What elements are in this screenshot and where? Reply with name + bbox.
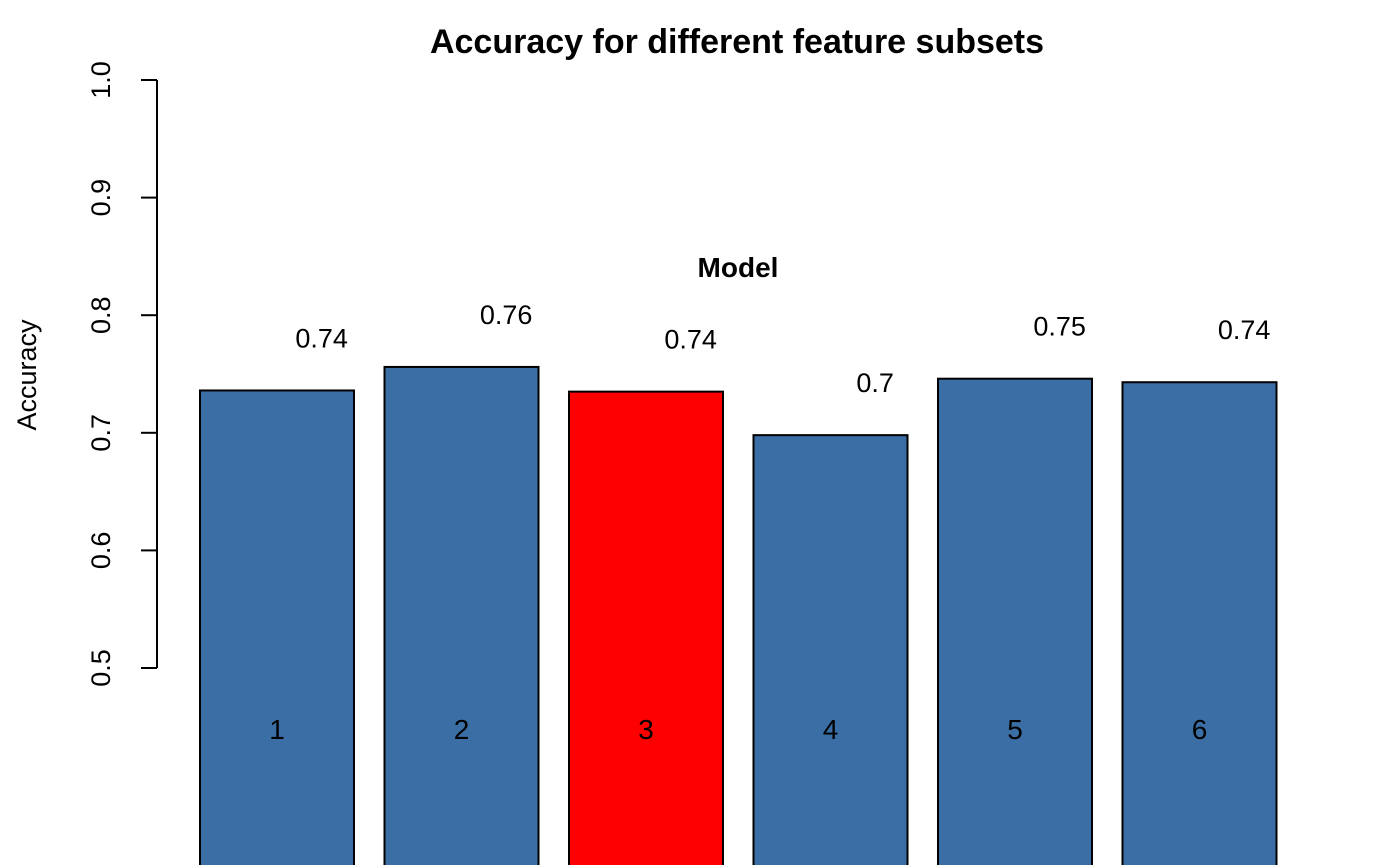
bar-6 [1121,381,1278,865]
category-label: 4 [823,714,839,745]
y-tick-label: 0.7 [86,414,116,452]
bar-1 [199,389,355,865]
bar-3 [568,390,724,865]
model-annotation: Model [698,252,779,283]
data-label: 0.75 [1033,312,1086,342]
y-tick-label: 0.6 [86,532,116,570]
data-label: 0.74 [1218,315,1271,345]
y-tick-label: 1.0 [86,61,116,99]
y-tick-label: 0.5 [86,649,116,687]
data-label: 0.74 [295,323,348,353]
y-tick-label: 0.9 [86,179,116,217]
category-label: 5 [1007,714,1023,745]
data-label: 0.7 [856,368,894,398]
category-label: 1 [269,714,285,745]
category-label: 6 [1192,714,1208,745]
bar-5 [937,377,1093,865]
chart-title: Accuracy for different feature subsets [430,23,1044,61]
bar-4 [752,434,909,865]
category-label: 3 [638,714,654,745]
data-label: 0.74 [664,325,717,355]
bar-2 [383,365,540,865]
data-label: 0.76 [480,300,533,330]
y-tick-label: 0.8 [86,296,116,334]
y-axis: 0.5 0.6 0.7 0.8 0.9 1.0 [86,61,158,687]
category-label: 2 [454,714,470,745]
y-axis-title: Accuracy [12,319,42,431]
